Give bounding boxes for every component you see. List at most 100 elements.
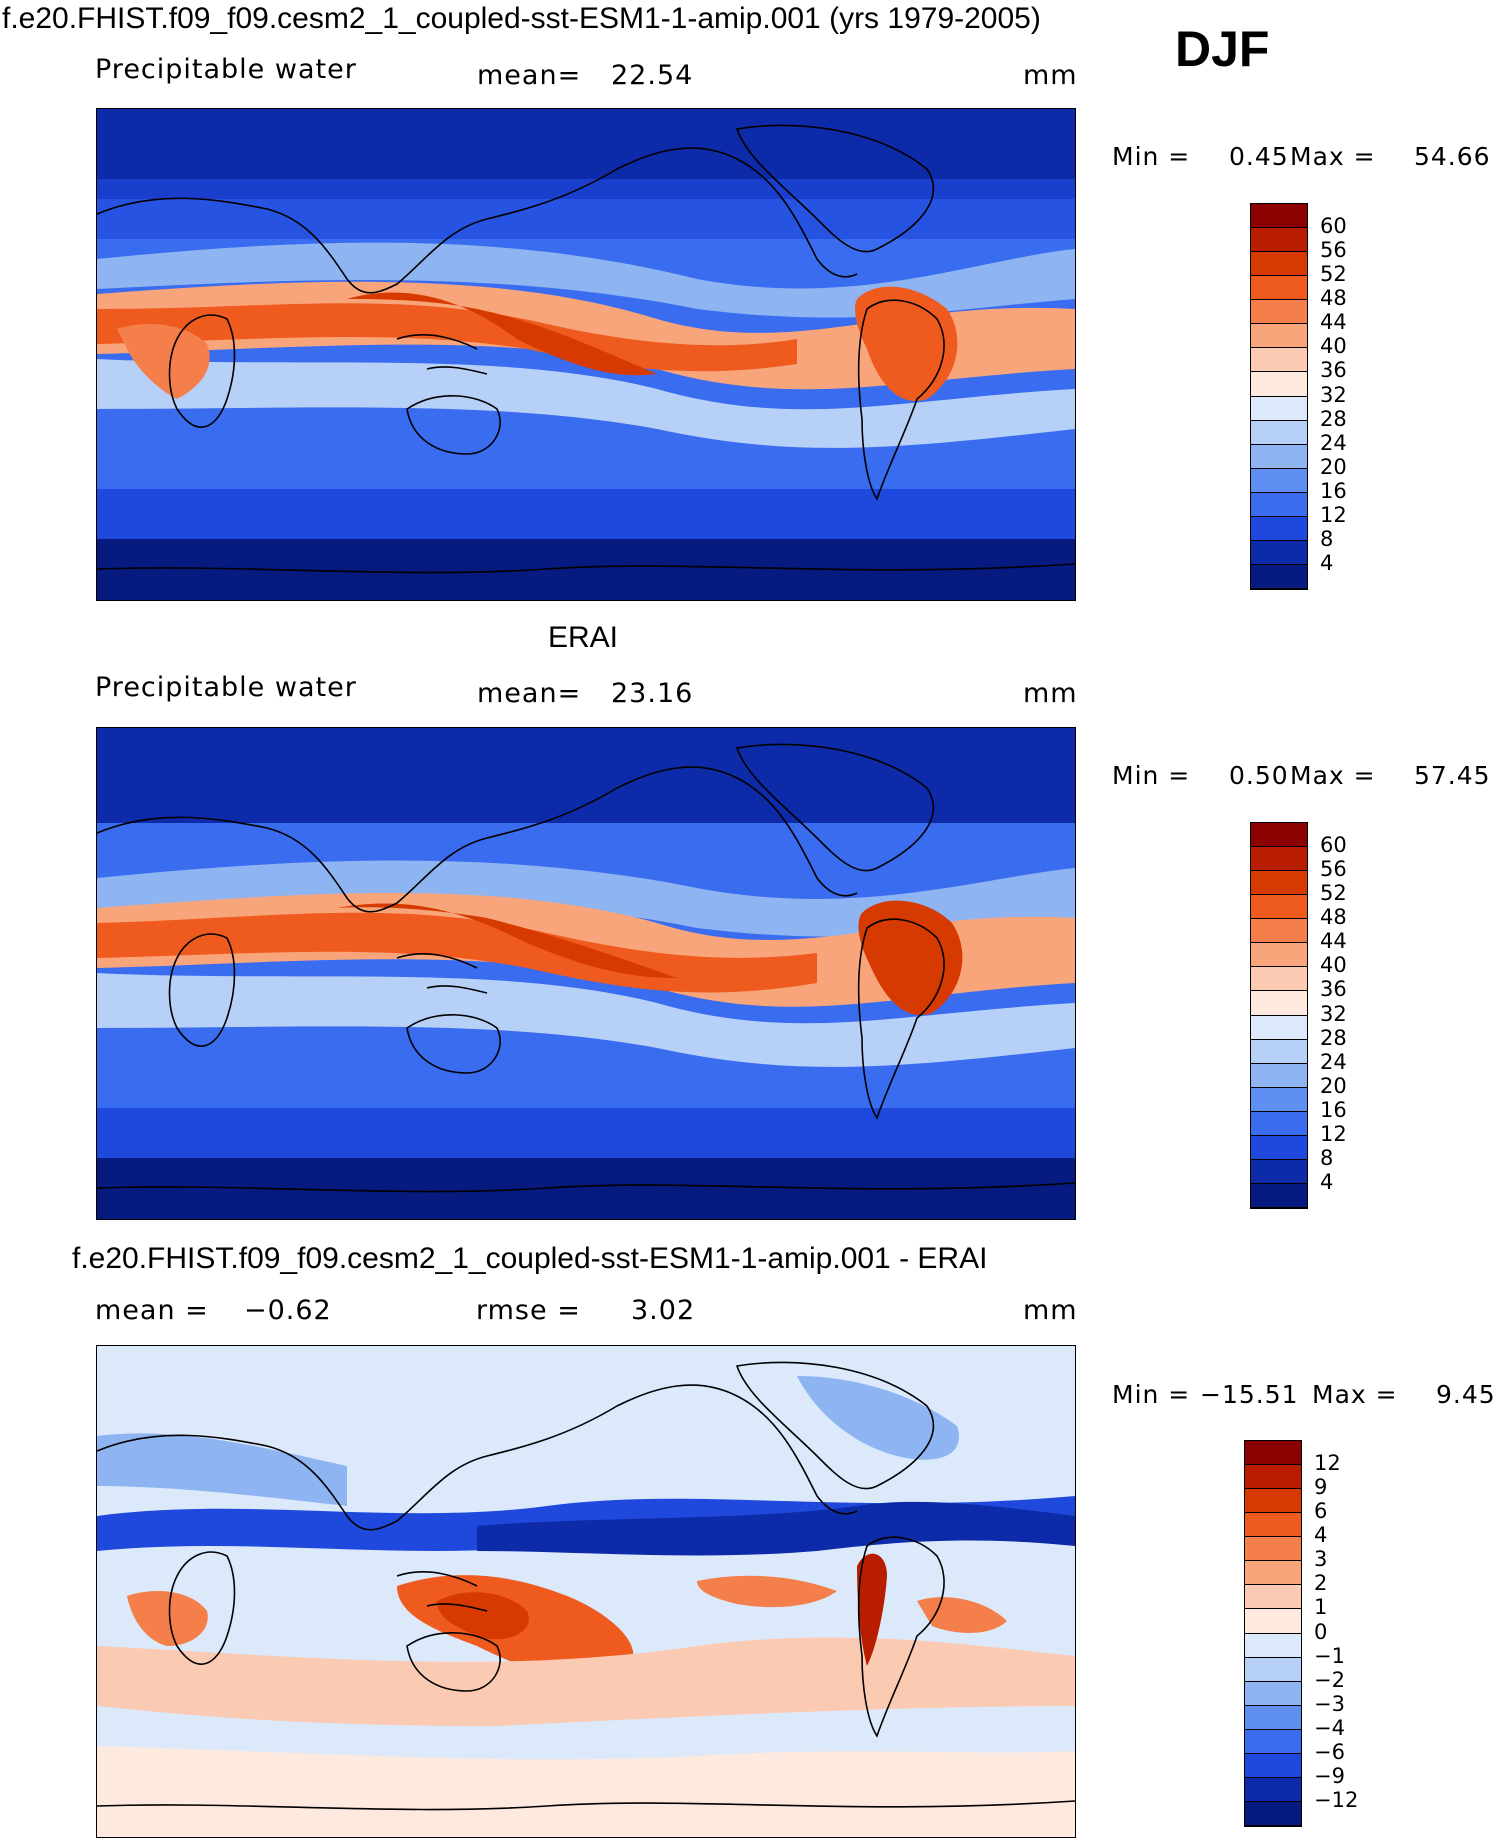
colorbar-tick-label: −4 (1314, 1715, 1345, 1740)
colorbar-tick-label: 2 (1314, 1571, 1328, 1596)
panel1-mean-value: 22.54 (611, 60, 694, 91)
colorbar-tick-label: −6 (1314, 1739, 1345, 1764)
colorbar-cell (1251, 943, 1307, 968)
panel2-title: ERAI (548, 621, 619, 654)
colorbar-tick-label: −1 (1314, 1643, 1345, 1668)
colorbar-tick-label: 36 (1320, 358, 1347, 383)
panel3-colorbar (1244, 1440, 1302, 1827)
colorbar-cell (1251, 228, 1307, 253)
panel2-mean-value: 23.16 (611, 678, 694, 709)
colorbar-cell (1251, 372, 1307, 397)
panel2-max-value: 57.45 (1414, 761, 1491, 790)
figure-title: f.e20.FHIST.f09_f09.cesm2_1_coupled-sst-… (2, 2, 1041, 35)
colorbar-tick-label: −9 (1314, 1763, 1345, 1788)
colorbar-tick-label: 36 (1320, 977, 1347, 1002)
colorbar-cell (1251, 1087, 1307, 1112)
colorbar-cell (1251, 540, 1307, 565)
panel2-units: mm (1023, 678, 1078, 709)
colorbar-cell (1251, 492, 1307, 517)
panel1-max-label: Max = (1290, 142, 1376, 171)
colorbar-cell (1245, 1729, 1301, 1754)
panel2-max-label: Max = (1290, 761, 1376, 790)
colorbar-cell (1245, 1561, 1301, 1586)
panel3-title: f.e20.FHIST.f09_f09.cesm2_1_coupled-sst-… (72, 1242, 988, 1275)
panel2-colorbar (1250, 822, 1308, 1209)
colorbar-tick-label: 48 (1320, 286, 1347, 311)
colorbar-tick-label: 4 (1320, 550, 1334, 575)
colorbar-cell (1251, 420, 1307, 445)
colorbar-tick-label: −3 (1314, 1691, 1345, 1716)
colorbar-cell (1251, 847, 1307, 872)
colorbar-cell (1251, 396, 1307, 421)
colorbar-cell (1251, 823, 1307, 848)
colorbar-cell (1245, 1681, 1301, 1706)
colorbar-cell (1251, 1063, 1307, 1088)
colorbar-cell (1251, 919, 1307, 944)
panel3-map (96, 1345, 1076, 1838)
colorbar-cell (1251, 1159, 1307, 1184)
colorbar-tick-label: 52 (1320, 881, 1347, 906)
colorbar-cell (1251, 348, 1307, 373)
panel1-variable: Precipitable water (95, 54, 357, 85)
colorbar-tick-label: 0 (1314, 1619, 1328, 1644)
colorbar-cell (1245, 1777, 1301, 1802)
panel2-min-label: Min = (1112, 761, 1191, 790)
colorbar-tick-label: 48 (1320, 905, 1347, 930)
panel1-colorbar (1250, 203, 1308, 590)
colorbar-cell (1251, 300, 1307, 325)
colorbar-tick-label: 52 (1320, 262, 1347, 287)
colorbar-tick-label: 60 (1320, 833, 1347, 858)
colorbar-tick-label: 12 (1314, 1451, 1341, 1476)
colorbar-cell (1251, 468, 1307, 493)
panel2-variable: Precipitable water (95, 672, 357, 703)
panel3-units: mm (1023, 1295, 1078, 1326)
colorbar-tick-label: 4 (1320, 1169, 1334, 1194)
colorbar-cell (1245, 1705, 1301, 1730)
colorbar-cell (1245, 1609, 1301, 1634)
colorbar-cell (1245, 1753, 1301, 1778)
colorbar-tick-label: 28 (1320, 1025, 1347, 1050)
colorbar-tick-label: 40 (1320, 334, 1347, 359)
panel3-rmse-label: rmse = (476, 1295, 581, 1326)
colorbar-tick-label: 20 (1320, 454, 1347, 479)
colorbar-tick-label: 40 (1320, 953, 1347, 978)
colorbar-cell (1251, 564, 1307, 589)
colorbar-tick-label: 9 (1314, 1475, 1328, 1500)
colorbar-cell (1251, 967, 1307, 992)
colorbar-cell (1251, 895, 1307, 920)
colorbar-tick-label: 32 (1320, 382, 1347, 407)
colorbar-tick-label: 24 (1320, 1049, 1347, 1074)
panel3-min-value: −15.51 (1200, 1380, 1299, 1409)
colorbar-cell (1251, 252, 1307, 277)
colorbar-cell (1251, 516, 1307, 541)
colorbar-cell (1245, 1585, 1301, 1610)
panel1-mean-label: mean= (477, 60, 582, 91)
colorbar-cell (1251, 1015, 1307, 1040)
panel3-max-value: 9.45 (1436, 1380, 1496, 1409)
colorbar-cell (1245, 1489, 1301, 1514)
colorbar-cell (1251, 1111, 1307, 1136)
colorbar-tick-label: 4 (1314, 1523, 1328, 1548)
colorbar-tick-label: 24 (1320, 430, 1347, 455)
colorbar-cell (1251, 1183, 1307, 1208)
panel1-units: mm (1023, 60, 1078, 91)
panel1-min-label: Min = (1112, 142, 1191, 171)
panel1-max-value: 54.66 (1414, 142, 1491, 171)
colorbar-cell (1245, 1537, 1301, 1562)
colorbar-tick-label: 12 (1320, 1121, 1347, 1146)
colorbar-tick-label: 60 (1320, 214, 1347, 239)
colorbar-tick-label: 12 (1320, 502, 1347, 527)
colorbar-cell (1251, 204, 1307, 229)
colorbar-tick-label: 8 (1320, 526, 1334, 551)
panel3-rmse-value: 3.02 (631, 1295, 696, 1326)
colorbar-tick-label: 16 (1320, 478, 1347, 503)
panel2-min-value: 0.50 (1229, 761, 1289, 790)
colorbar-cell (1251, 1039, 1307, 1064)
colorbar-tick-label: 16 (1320, 1097, 1347, 1122)
panel3-max-label: Max = (1312, 1380, 1398, 1409)
colorbar-cell (1245, 1657, 1301, 1682)
panel2-mean-label: mean= (477, 678, 582, 709)
colorbar-tick-label: 32 (1320, 1001, 1347, 1026)
colorbar-tick-label: 56 (1320, 238, 1347, 263)
panel3-mean-value: −0.62 (244, 1295, 332, 1326)
